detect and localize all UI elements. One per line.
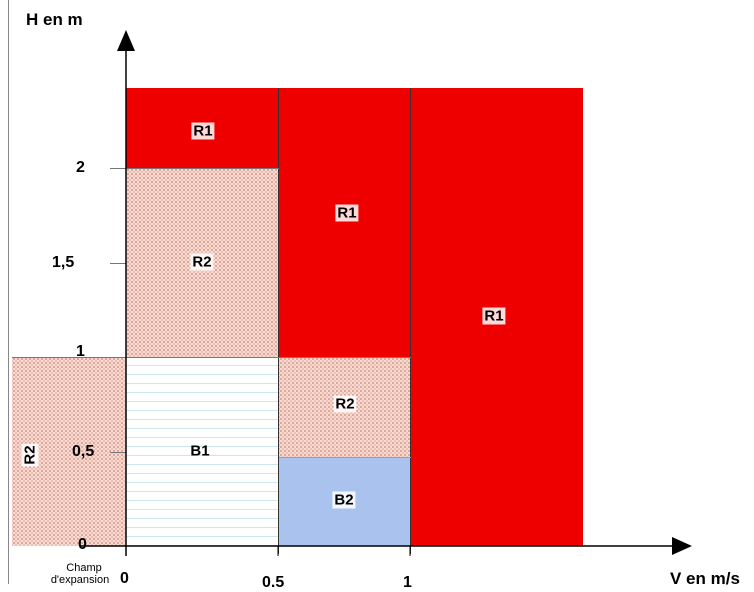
- separator-b2-top: [279, 457, 411, 458]
- label-b2: B2: [332, 491, 356, 509]
- y-tick-label-15: 1,5: [52, 254, 75, 271]
- label-b1: B1: [190, 442, 210, 460]
- separator-v1: [410, 88, 411, 554]
- expansion-caption-line2: d'expansion: [50, 574, 110, 586]
- left-frame-border: [8, 0, 9, 584]
- y-tick-label-05: 0,5: [72, 443, 95, 460]
- separator-h05: [110, 452, 126, 453]
- separator-h15: [110, 263, 126, 264]
- x-axis-arrow: [672, 537, 692, 555]
- separator-h2: [110, 168, 279, 169]
- label-r1-top: R1: [191, 122, 215, 140]
- zone-r1-mid: [279, 88, 411, 357]
- separator-v05: [278, 88, 279, 554]
- separator-h1: [12, 357, 411, 358]
- label-r2-mid: R2: [333, 395, 357, 413]
- y-tick-label-2: 2: [76, 159, 85, 176]
- x-tick-label-05: 0.5: [262, 574, 285, 591]
- zone-r2-expansion: [12, 357, 126, 546]
- y-tick-label-1: 1: [76, 343, 85, 360]
- label-r2-upper: R2: [190, 253, 214, 271]
- y-axis-arrow: [117, 30, 135, 51]
- y-tick-label-0: 0: [78, 536, 87, 553]
- zone-b1: [126, 357, 279, 546]
- x-axis-title: V en m/s: [670, 569, 740, 588]
- expansion-caption: Champ d'expansion: [40, 562, 120, 586]
- label-r1-mid: R1: [335, 204, 359, 222]
- y-axis-title: H en m: [26, 10, 83, 29]
- x-tick-label-0: 0: [120, 570, 129, 587]
- x-tick-label-1: 1: [403, 574, 412, 591]
- expansion-caption-line1: Champ: [66, 562, 102, 574]
- label-r1-right: R1: [482, 307, 506, 325]
